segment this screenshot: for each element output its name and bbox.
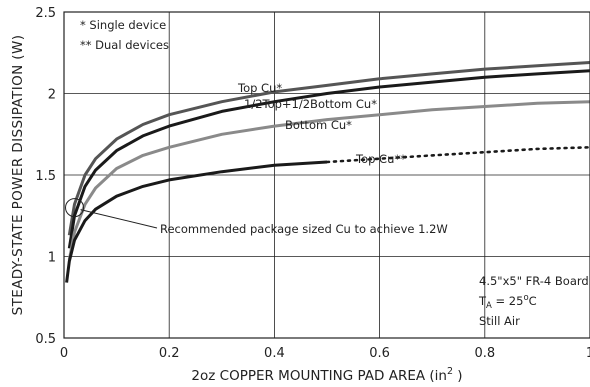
series-label-top-cu-dual: Top Cu** [355, 152, 406, 166]
y-tick-label: 1.5 [35, 169, 56, 184]
temp-sub: A [486, 301, 492, 311]
series-line-3-solid [65, 160, 328, 283]
x-tick-label: 0.8 [474, 346, 495, 361]
series-line-1 [67, 69, 590, 249]
series-label-half-top-bottom: 1/2Top+1/2Bottom Cu* [244, 97, 377, 111]
callout-leader-line [80, 209, 158, 229]
series-layer [65, 61, 590, 283]
series-line-3-dotted [325, 146, 590, 164]
series-label-top-cu-single: Top Cu* [237, 81, 282, 95]
x-tick-label: 0.2 [159, 346, 180, 361]
temp-suffix: C [529, 294, 537, 308]
y-tick-label: 0.5 [35, 332, 56, 347]
board-note-size: 4.5"x5" FR-4 Board [479, 274, 589, 288]
callout-circle [65, 198, 85, 218]
x-tick-label: 1 [586, 346, 590, 361]
y-tick-label: 2 [48, 88, 56, 103]
plot-frame [63, 11, 590, 339]
y-tick-label: 1 [48, 251, 56, 266]
temp-mid: = 25 [492, 294, 524, 308]
board-note-temp: TA = 25oC [478, 293, 537, 311]
series-label-bottom-cu: Bottom Cu* [285, 118, 352, 132]
legend-note-single: * Single device [80, 18, 166, 32]
series-line-2 [67, 100, 590, 261]
y-tick-label: 2.5 [35, 6, 56, 21]
x-tick-label: 0 [60, 346, 68, 361]
y-axis-label: STEADY-STATE POWER DISSIPATION (W) [10, 35, 26, 316]
board-note-air: Still Air [479, 314, 520, 328]
x-axis-label-sup: 2 [447, 366, 453, 377]
x-tick-label: 0.4 [264, 346, 285, 361]
tick-labels: 0 0.2 0.4 0.6 0.8 1 0.5 1 1.5 2 2.5 [35, 6, 590, 361]
legend-note-dual: ** Dual devices [80, 38, 169, 52]
x-axis-label-main: 2oz COPPER MOUNTING PAD AREA (in [191, 368, 447, 384]
x-axis-label: 2oz COPPER MOUNTING PAD AREA (in2 ) [191, 366, 462, 384]
temp-sup: o [523, 293, 528, 303]
x-tick-label: 0.6 [369, 346, 390, 361]
temp-prefix: T [478, 294, 487, 308]
series-line-0 [67, 61, 590, 236]
x-axis-label-close: ) [453, 368, 463, 384]
callout-text: Recommended package sized Cu to achieve … [160, 222, 448, 236]
